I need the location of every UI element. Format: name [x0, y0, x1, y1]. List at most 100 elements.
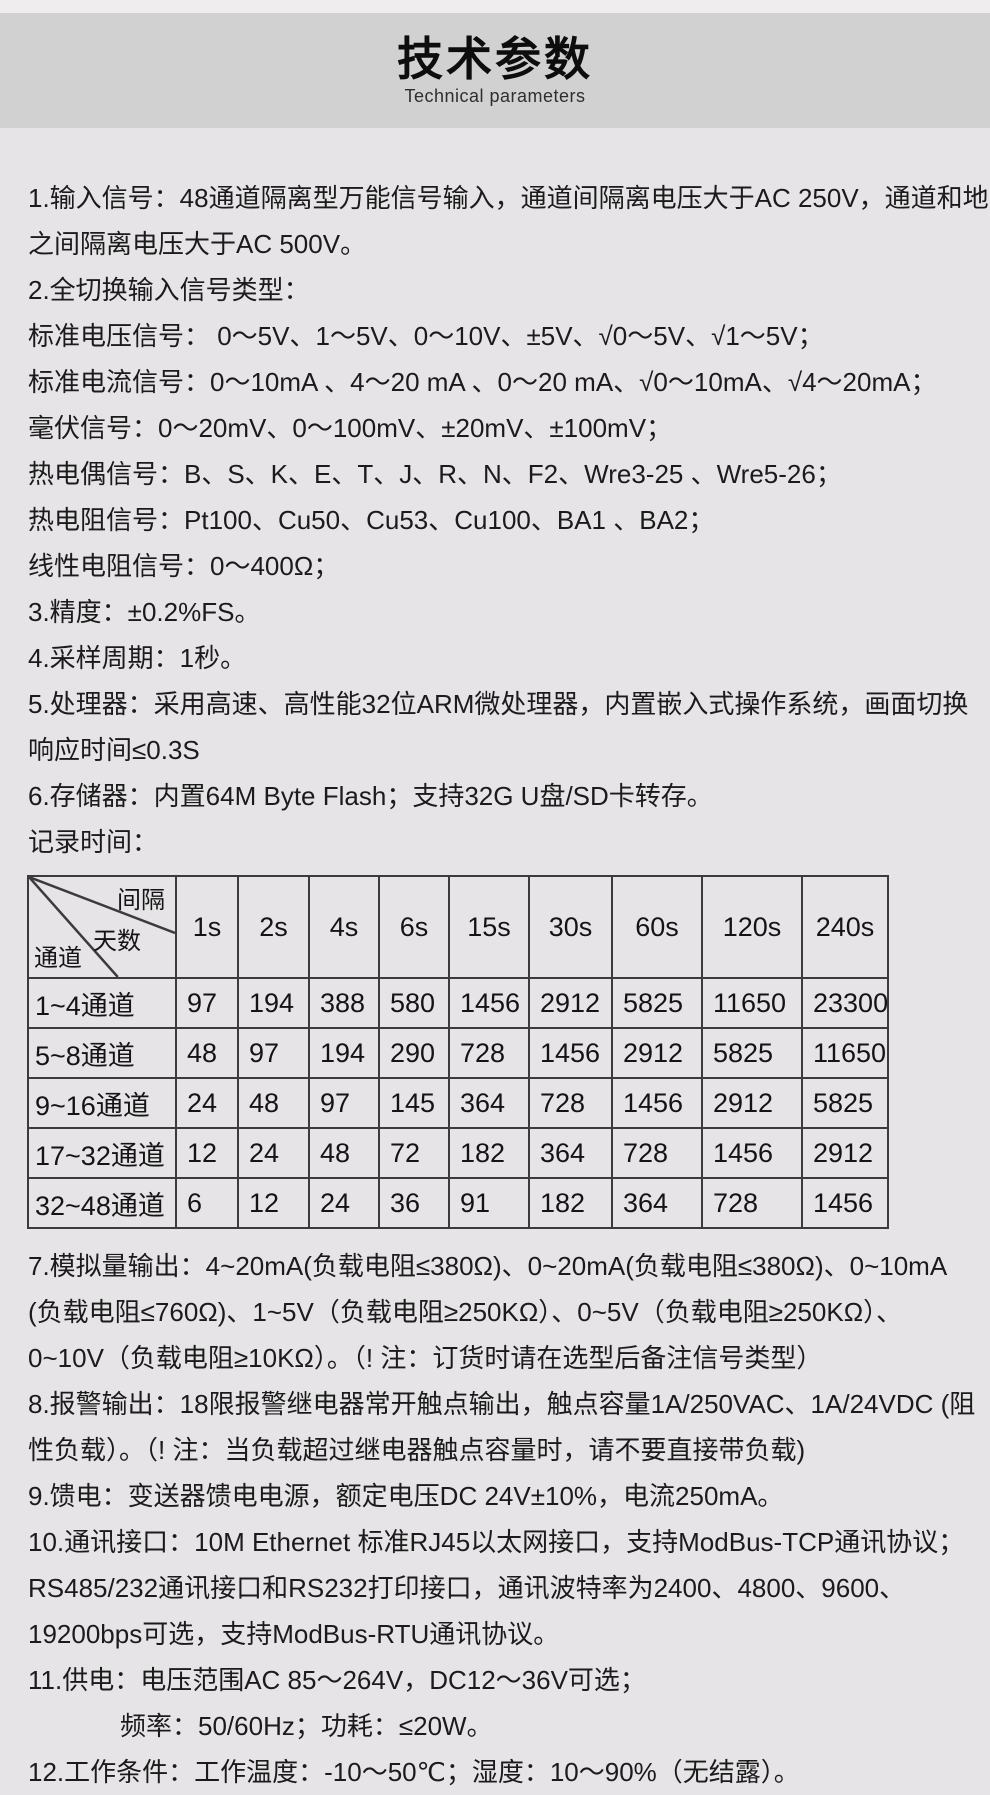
interval-header-cell: 240s [801, 875, 889, 979]
channel-cell: 32~48通道 [27, 1177, 177, 1229]
days-cell: 145 [378, 1077, 450, 1129]
spec-line: 响应时间≤0.3S [28, 735, 200, 765]
interval-header-cell: 4s [308, 875, 380, 979]
days-cell: 364 [528, 1127, 613, 1179]
spec-line: (负载电阻≤760Ω)、1~5V（负载电阻≥250KΩ）、0~5V（负载电阻≥2… [28, 1297, 903, 1327]
days-cell: 364 [448, 1077, 530, 1129]
spec-line: 热电阻信号：Pt100、Cu50、Cu53、Cu100、BA1 、BA2； [28, 505, 715, 535]
days-cell: 11650 [801, 1027, 889, 1079]
spec-line: 性负载）。（! 注：当负载超过继电器触点容量时，请不要直接带负载) [28, 1435, 806, 1465]
top-strip [0, 0, 990, 13]
spec-line: 8.报警输出：18限报警继电器常开触点输出，触点容量1A/250VAC、1A/2… [28, 1389, 976, 1419]
days-cell: 24 [175, 1077, 239, 1129]
interval-header-cell: 60s [611, 875, 703, 979]
days-cell: 728 [701, 1177, 803, 1229]
days-cell: 97 [308, 1077, 380, 1129]
interval-header-cell: 1s [175, 875, 239, 979]
days-cell: 194 [237, 977, 310, 1029]
days-cell: 12 [175, 1127, 239, 1179]
spec-line: 1.输入信号：48通道隔离型万能信号输入，通道间隔离电压大于AC 250V，通道… [28, 183, 989, 213]
channel-cell: 5~8通道 [27, 1027, 177, 1079]
spec-line: RS485/232通讯接口和RS232打印接口，通讯波特率为2400、4800、… [28, 1573, 906, 1603]
spec-line: 5.处理器：采用高速、高性能32位ARM微处理器，内置嵌入式操作系统，画面切换 [28, 689, 969, 719]
spec-line: 7.模拟量输出：4~20mA(负载电阻≤380Ω)、0~20mA(负载电阻≤38… [28, 1251, 948, 1281]
corner-label-channel: 通道 [34, 945, 82, 972]
days-cell: 2912 [801, 1127, 889, 1179]
interval-header-cell: 15s [448, 875, 530, 979]
days-cell: 48 [175, 1027, 239, 1079]
channel-cell: 9~16通道 [27, 1077, 177, 1129]
days-cell: 364 [611, 1177, 703, 1229]
days-cell: 91 [448, 1177, 530, 1229]
days-cell: 1456 [448, 977, 530, 1029]
spec-line: 12.工作条件：工作温度：-10～50℃；湿度：10～90%（无结露）。 [28, 1757, 800, 1787]
days-cell: 182 [448, 1127, 530, 1179]
days-cell: 5825 [801, 1077, 889, 1129]
spec-line: 9.馈电：变送器馈电电源，额定电压DC 24V±10%，电流250mA。 [28, 1481, 784, 1511]
days-cell: 1456 [801, 1177, 889, 1229]
days-cell: 72 [378, 1127, 450, 1179]
days-cell: 580 [378, 977, 450, 1029]
page-title: 技术参数 [397, 32, 593, 85]
days-cell: 12 [237, 1177, 310, 1229]
days-cell: 36 [378, 1177, 450, 1229]
days-cell: 2912 [611, 1027, 703, 1079]
spec-line: 记录时间： [28, 827, 159, 857]
record-time-table: 间隔 天数 通道 1s 2s 4s 6s 15s 30s 60s 120s 24… [27, 875, 889, 1229]
section-header: 技术参数 Technical parameters [0, 13, 990, 128]
spec-line: 毫伏信号：0～20mV、0～100mV、±20mV、±100mV； [28, 413, 673, 443]
corner-cell: 间隔 天数 通道 [27, 875, 177, 979]
spec-line: 热电偶信号：B、S、K、E、T、J、R、N、F2、Wre3-25 、Wre5-2… [28, 459, 842, 489]
diagonal-divider-icon [30, 878, 174, 976]
interval-header-cell: 6s [378, 875, 450, 979]
days-cell: 6 [175, 1177, 239, 1229]
spec-line: 19200bps可选，支持ModBus-RTU通讯协议。 [28, 1619, 560, 1649]
table-row: 9~16通道 24 48 97 145 364 728 1456 2912 58… [27, 1077, 889, 1129]
interval-header-cell: 30s [528, 875, 613, 979]
corner-label-interval: 间隔 [117, 887, 165, 914]
days-cell: 48 [308, 1127, 380, 1179]
days-cell: 48 [237, 1077, 310, 1129]
spec-line: 10.通讯接口：10M Ethernet 标准RJ45以太网接口，支持ModBu… [28, 1527, 965, 1557]
spec-line: 11.供电：电压范围AC 85～264V，DC12～36V可选； [28, 1665, 646, 1695]
days-cell: 24 [308, 1177, 380, 1229]
days-cell: 728 [528, 1077, 613, 1129]
table-row: 17~32通道 12 24 48 72 182 364 728 1456 291… [27, 1127, 889, 1179]
page-subtitle: Technical parameters [404, 86, 586, 107]
spec-line: 之间隔离电压大于AC 500V。 [28, 229, 367, 259]
days-cell: 2912 [528, 977, 613, 1029]
days-cell: 11650 [701, 977, 803, 1029]
days-cell: 24 [237, 1127, 310, 1179]
spec-line: 标准电流信号：0～10mA 、4～20 mA 、0～20 mA、√0～10mA、… [28, 367, 937, 397]
interval-header-cell: 2s [237, 875, 310, 979]
spec-list-top: 1.输入信号：48通道隔离型万能信号输入，通道间隔离电压大于AC 250V，通道… [0, 128, 990, 865]
days-cell: 2912 [701, 1077, 803, 1129]
days-cell: 1456 [528, 1027, 613, 1079]
days-cell: 388 [308, 977, 380, 1029]
table-row: 5~8通道 48 97 194 290 728 1456 2912 5825 1… [27, 1027, 889, 1079]
days-cell: 1456 [701, 1127, 803, 1179]
table-row: 32~48通道 6 12 24 36 91 182 364 728 1456 [27, 1177, 889, 1229]
spec-line: 2.全切换输入信号类型： [28, 275, 310, 305]
table-header-row: 间隔 天数 通道 1s 2s 4s 6s 15s 30s 60s 120s 24… [27, 875, 889, 979]
days-cell: 97 [175, 977, 239, 1029]
spec-line: 4.采样周期：1秒。 [28, 643, 247, 673]
days-cell: 5825 [611, 977, 703, 1029]
table-row: 1~4通道 97 194 388 580 1456 2912 5825 1165… [27, 977, 889, 1029]
spec-line: 标准电压信号： 0～5V、1～5V、0～10V、±5V、√0～5V、√1～5V； [28, 321, 824, 351]
channel-cell: 1~4通道 [27, 977, 177, 1029]
spec-line: 频率：50/60Hz；功耗：≤20W。 [120, 1711, 493, 1741]
days-cell: 23300 [801, 977, 889, 1029]
corner-label-days: 天数 [93, 928, 141, 955]
days-cell: 5825 [701, 1027, 803, 1079]
interval-header-cell: 120s [701, 875, 803, 979]
spec-line: 3.精度：±0.2%FS。 [28, 597, 261, 627]
channel-cell: 17~32通道 [27, 1127, 177, 1179]
days-cell: 97 [237, 1027, 310, 1079]
days-cell: 194 [308, 1027, 380, 1079]
days-cell: 1456 [611, 1077, 703, 1129]
days-cell: 182 [528, 1177, 613, 1229]
spec-line: 线性电阻信号：0～400Ω； [28, 551, 340, 581]
spec-line: 6.存储器：内置64M Byte Flash；支持32G U盘/SD卡转存。 [28, 781, 713, 811]
days-cell: 728 [448, 1027, 530, 1079]
